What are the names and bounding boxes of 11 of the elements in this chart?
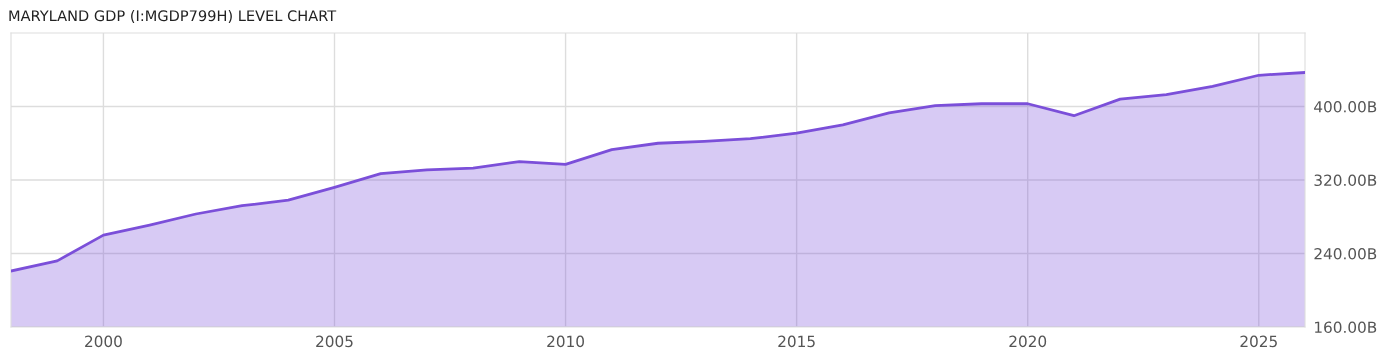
x-tick-label: 2025 [1240,335,1277,348]
chart-title: MARYLAND GDP (I:MGDP799H) LEVEL CHART [9,9,337,23]
x-tick-label: 2015 [778,335,815,348]
x-tick-label: 2020 [1009,335,1047,348]
y-tick-label: 240.00B [1314,247,1377,260]
x-tick-label: 2005 [316,335,353,348]
x-tick-label: 2010 [547,335,584,348]
y-tick-label: 320.00B [1314,174,1377,187]
y-tick-label: 160.00B [1315,321,1377,334]
x-tick-label: 2000 [85,335,122,348]
y-tick-label: 400.00B [1314,100,1377,113]
